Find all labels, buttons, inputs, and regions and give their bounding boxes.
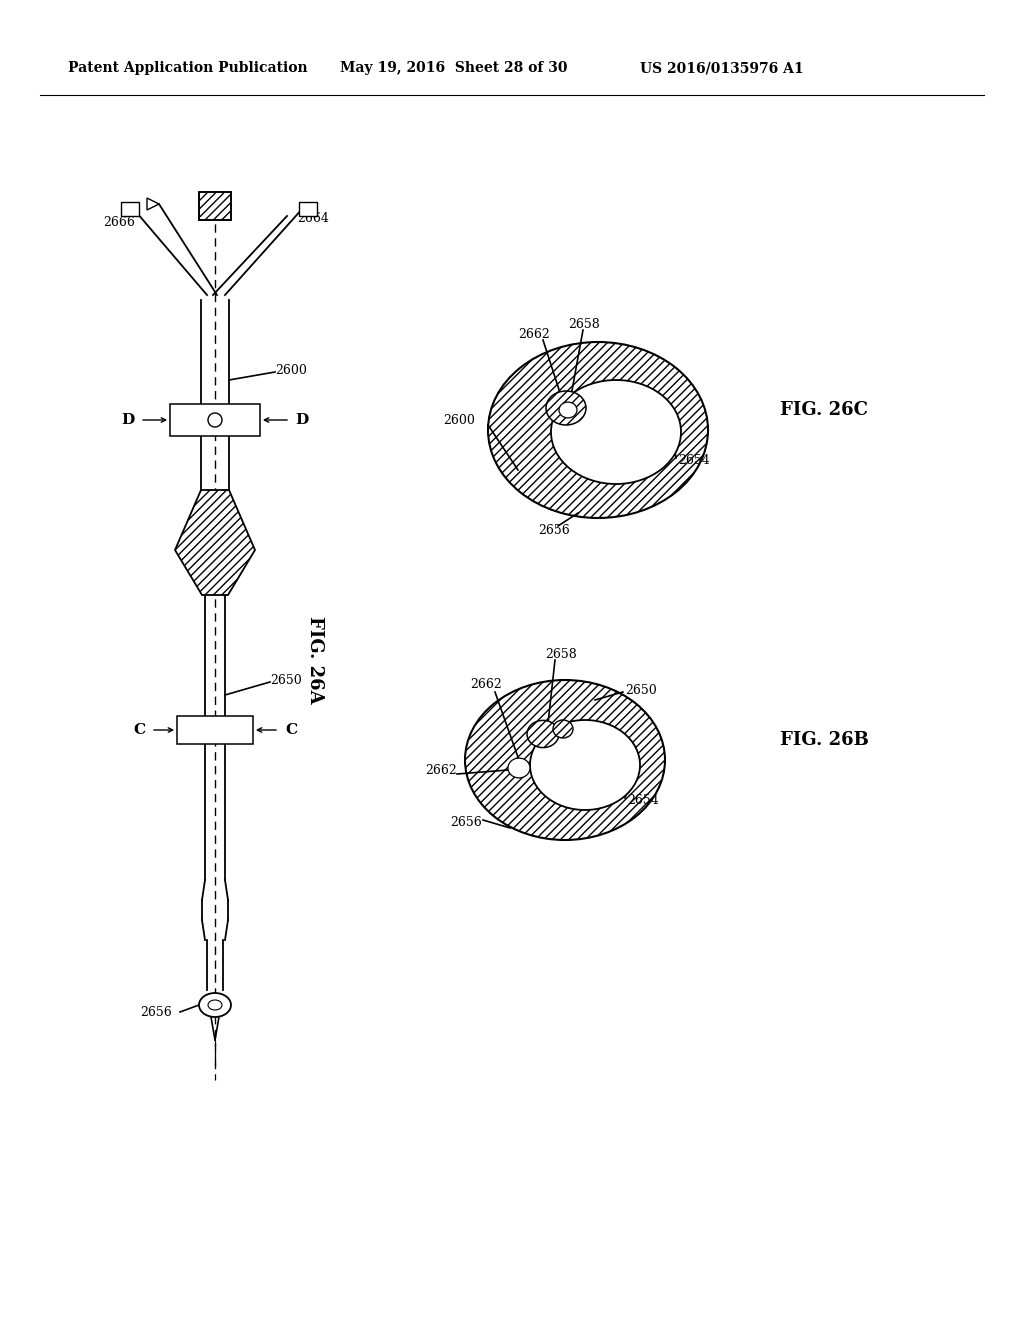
FancyBboxPatch shape (177, 715, 253, 744)
Text: 2654: 2654 (627, 793, 658, 807)
Ellipse shape (208, 1001, 222, 1010)
Text: 2600: 2600 (275, 363, 307, 376)
Text: C: C (285, 723, 297, 737)
Text: 2658: 2658 (568, 318, 600, 331)
Text: FIG. 26C: FIG. 26C (780, 401, 868, 418)
Text: Patent Application Publication: Patent Application Publication (68, 61, 307, 75)
Text: 2656: 2656 (450, 816, 481, 829)
Ellipse shape (559, 403, 577, 418)
Text: US 2016/0135976 A1: US 2016/0135976 A1 (640, 61, 804, 75)
Text: FIG. 26A: FIG. 26A (306, 616, 324, 704)
FancyBboxPatch shape (199, 191, 231, 220)
Ellipse shape (530, 719, 640, 810)
Text: 2662: 2662 (470, 678, 502, 692)
Polygon shape (175, 490, 255, 595)
Text: 2656: 2656 (538, 524, 569, 536)
Text: 2662: 2662 (518, 329, 550, 342)
Text: 2656: 2656 (140, 1006, 172, 1019)
Ellipse shape (488, 342, 708, 517)
Text: 2650: 2650 (270, 673, 302, 686)
Text: D: D (122, 413, 134, 426)
FancyBboxPatch shape (121, 202, 139, 216)
Ellipse shape (465, 680, 665, 840)
Ellipse shape (553, 719, 573, 738)
Ellipse shape (208, 413, 222, 426)
Ellipse shape (551, 380, 681, 484)
FancyBboxPatch shape (299, 202, 317, 216)
Text: 2658: 2658 (545, 648, 577, 661)
Ellipse shape (199, 993, 231, 1016)
Text: 2600: 2600 (443, 413, 475, 426)
Text: FIG. 26B: FIG. 26B (780, 731, 869, 748)
Text: 2654: 2654 (678, 454, 710, 466)
Ellipse shape (527, 721, 559, 747)
Text: 2650: 2650 (625, 684, 656, 697)
Ellipse shape (508, 758, 530, 777)
FancyBboxPatch shape (170, 404, 260, 436)
Text: 2664: 2664 (297, 211, 329, 224)
Text: 2666: 2666 (103, 215, 135, 228)
Text: C: C (133, 723, 145, 737)
Text: May 19, 2016  Sheet 28 of 30: May 19, 2016 Sheet 28 of 30 (340, 61, 567, 75)
Text: 2662: 2662 (425, 763, 457, 776)
Text: D: D (295, 413, 308, 426)
Ellipse shape (546, 391, 586, 425)
